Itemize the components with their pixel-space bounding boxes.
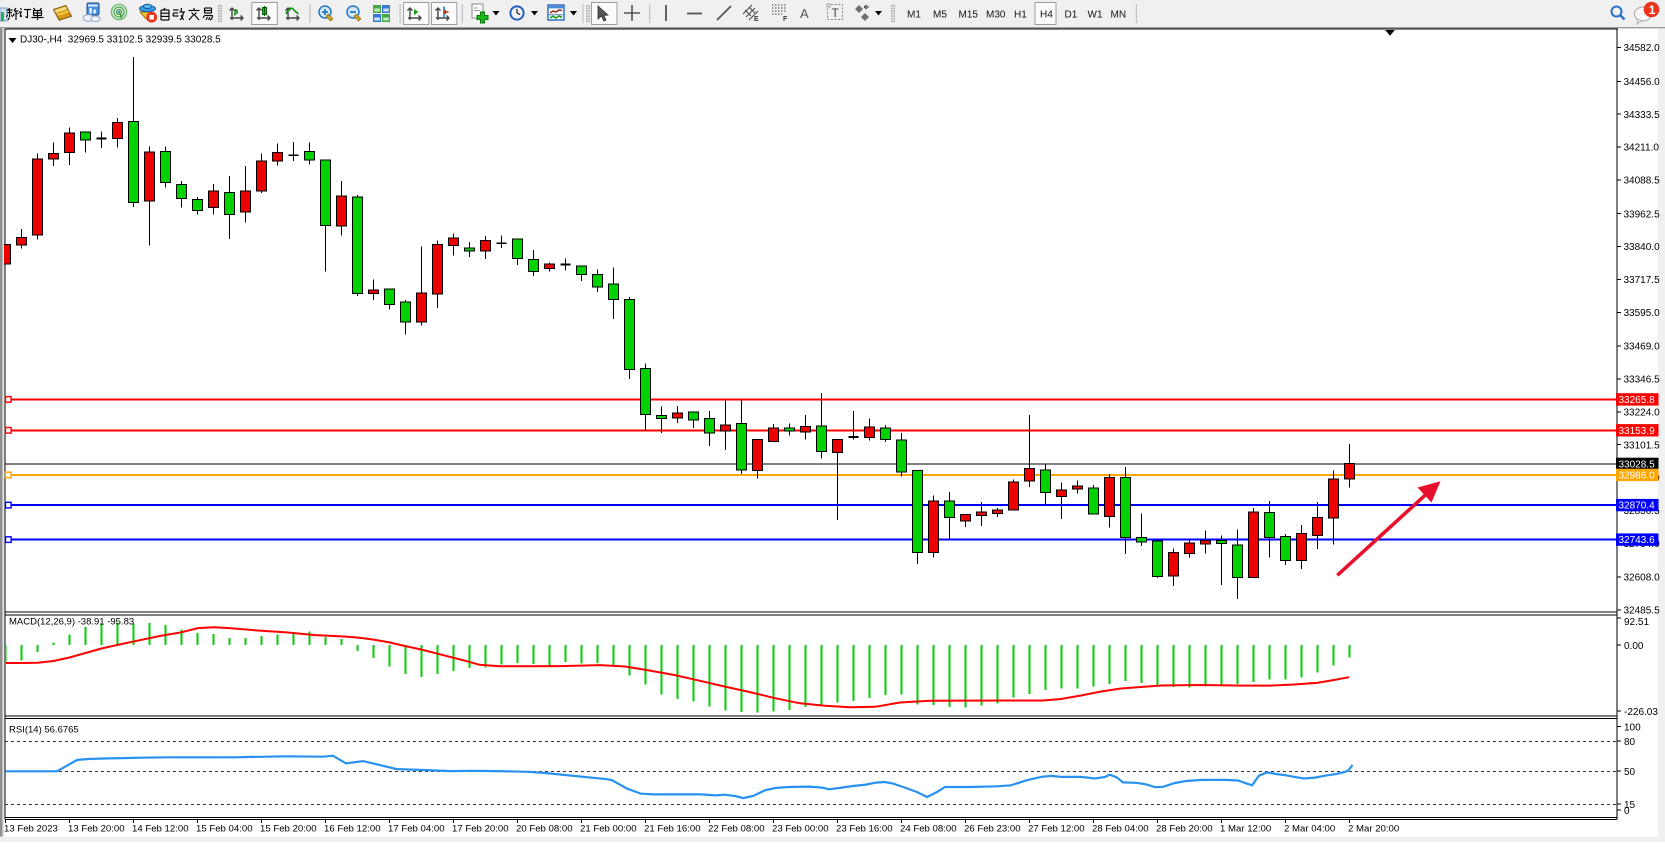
svg-text:34456.0: 34456.0 [1624, 77, 1661, 88]
svg-text:32856.5: 32856.5 [1624, 506, 1661, 517]
svg-text:33265.8: 33265.8 [1619, 395, 1656, 406]
svg-text:33346.5: 33346.5 [1624, 375, 1661, 386]
svg-text:92.51: 92.51 [1624, 617, 1649, 628]
svg-text:A: A [800, 6, 809, 21]
svg-text:33101.5: 33101.5 [1624, 440, 1661, 451]
svg-text:17 Feb 04:00: 17 Feb 04:00 [388, 824, 445, 835]
svg-text:D1: D1 [1065, 10, 1078, 21]
svg-text:0.00: 0.00 [1624, 641, 1644, 652]
svg-text:33028.5: 33028.5 [1619, 460, 1656, 471]
svg-text:M5: M5 [933, 10, 947, 21]
svg-text:32870.4: 32870.4 [1619, 501, 1656, 512]
svg-text:100: 100 [1624, 723, 1641, 734]
svg-text:23 Feb 00:00: 23 Feb 00:00 [772, 824, 829, 835]
svg-text:23 Feb 16:00: 23 Feb 16:00 [836, 824, 893, 835]
svg-text:21 Feb 00:00: 21 Feb 00:00 [580, 824, 637, 835]
svg-text:15 Feb 20:00: 15 Feb 20:00 [260, 824, 317, 835]
svg-text:80: 80 [1624, 737, 1636, 748]
svg-text:32485.5: 32485.5 [1624, 606, 1661, 617]
svg-text:50: 50 [1624, 767, 1636, 778]
svg-text:34211.0: 34211.0 [1624, 143, 1660, 154]
svg-text:-226.03: -226.03 [1624, 707, 1658, 718]
svg-text:13 Feb 20:00: 13 Feb 20:00 [68, 824, 125, 835]
svg-text:27 Feb 12:00: 27 Feb 12:00 [1028, 824, 1085, 835]
svg-text:15: 15 [1624, 800, 1636, 811]
svg-text:21 Feb 16:00: 21 Feb 16:00 [644, 824, 701, 835]
svg-text:F: F [783, 16, 788, 23]
svg-text:32743.6: 32743.6 [1619, 535, 1656, 546]
svg-text:1 Mar 12:00: 1 Mar 12:00 [1220, 824, 1271, 835]
svg-text:H4: H4 [1040, 10, 1053, 21]
svg-text:MN: MN [1111, 10, 1127, 21]
svg-text:33717.5: 33717.5 [1624, 275, 1661, 286]
svg-text:13 Feb 2023: 13 Feb 2023 [4, 824, 58, 835]
svg-text:14 Feb 12:00: 14 Feb 12:00 [132, 824, 189, 835]
svg-text:W1: W1 [1088, 10, 1103, 21]
svg-text:20 Feb 08:00: 20 Feb 08:00 [516, 824, 573, 835]
svg-text:17 Feb 20:00: 17 Feb 20:00 [452, 824, 509, 835]
svg-text:26 Feb 23:00: 26 Feb 23:00 [964, 824, 1021, 835]
svg-text:E: E [754, 16, 759, 23]
svg-text:33469.0: 33469.0 [1624, 342, 1661, 353]
svg-text:33595.0: 33595.0 [1624, 308, 1661, 319]
svg-text:H1: H1 [1014, 10, 1027, 21]
svg-text:28 Feb 04:00: 28 Feb 04:00 [1092, 824, 1149, 835]
svg-text:16 Feb 12:00: 16 Feb 12:00 [324, 824, 381, 835]
svg-text:33840.0: 33840.0 [1624, 242, 1661, 253]
svg-text:32986.0: 32986.0 [1619, 471, 1656, 482]
svg-text:34088.5: 34088.5 [1624, 176, 1661, 187]
svg-text:33153.9: 33153.9 [1619, 426, 1656, 437]
svg-text:1: 1 [1649, 3, 1656, 17]
svg-text:M30: M30 [986, 10, 1006, 21]
svg-text:MACD(12,26,9) -38.91 -95.83: MACD(12,26,9) -38.91 -95.83 [9, 617, 134, 628]
svg-text:0: 0 [1624, 806, 1630, 817]
svg-text:T: T [832, 6, 840, 20]
svg-text:33962.5: 33962.5 [1624, 209, 1661, 220]
svg-text:24 Feb 08:00: 24 Feb 08:00 [900, 824, 957, 835]
svg-text:34333.5: 34333.5 [1624, 110, 1661, 121]
svg-text:34582.0: 34582.0 [1624, 43, 1661, 54]
svg-text:33224.0: 33224.0 [1624, 407, 1661, 418]
svg-text:15 Feb 04:00: 15 Feb 04:00 [196, 824, 253, 835]
svg-text:M1: M1 [907, 10, 921, 21]
svg-text:2 Mar 04:00: 2 Mar 04:00 [1284, 824, 1335, 835]
svg-text:M15: M15 [959, 10, 979, 21]
svg-text:RSI(14) 56.6765: RSI(14) 56.6765 [9, 725, 79, 736]
svg-text:2 Mar 20:00: 2 Mar 20:00 [1348, 824, 1399, 835]
svg-text:32608.0: 32608.0 [1624, 573, 1661, 584]
svg-text:DJ30-,H4 32969.5 33102.5 3293: DJ30-,H4 32969.5 33102.5 32939.5 33028.5 [20, 35, 221, 46]
svg-text:22 Feb 08:00: 22 Feb 08:00 [708, 824, 765, 835]
svg-text:28 Feb 20:00: 28 Feb 20:00 [1156, 824, 1213, 835]
